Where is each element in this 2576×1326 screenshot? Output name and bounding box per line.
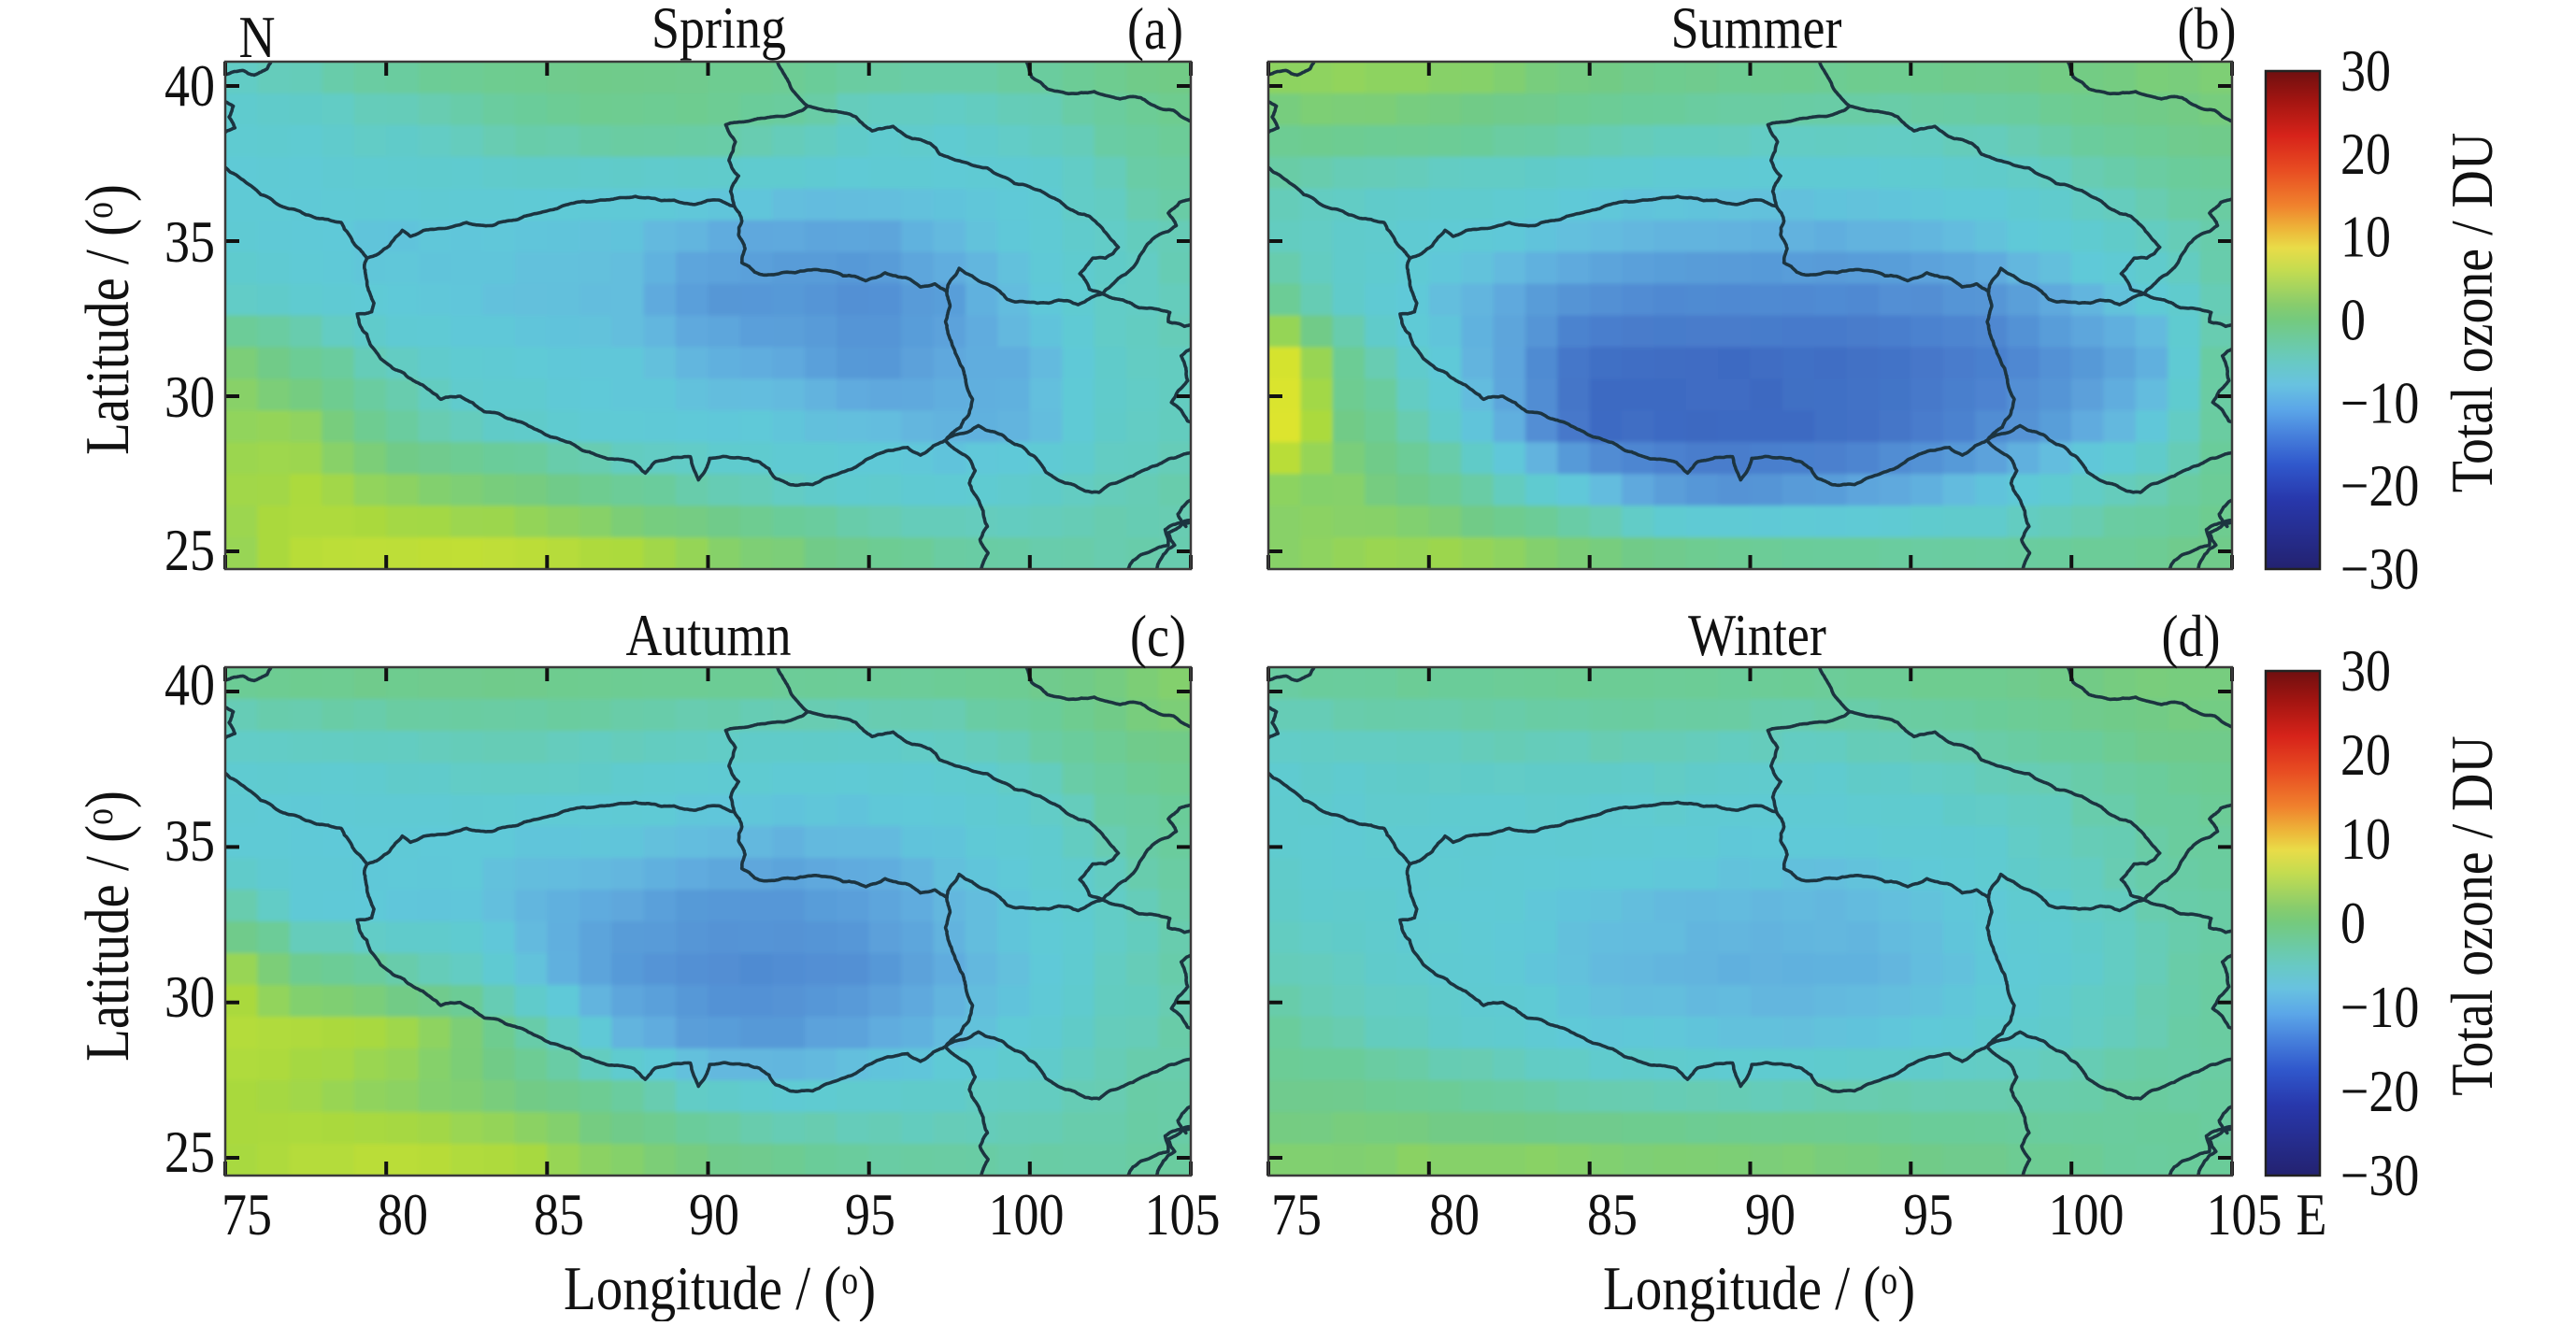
svg-text:30: 30 xyxy=(2340,637,2391,704)
svg-text:Summer: Summer xyxy=(1671,0,1842,61)
svg-text:Longitude / (o): Longitude / (o) xyxy=(1603,1255,1915,1321)
svg-text:25: 25 xyxy=(165,517,215,583)
svg-text:−20: −20 xyxy=(2340,452,2419,519)
svg-text:0: 0 xyxy=(2340,286,2366,352)
svg-text:95: 95 xyxy=(845,1181,895,1248)
svg-text:Total ozone / DU: Total ozone / DU xyxy=(2440,133,2505,493)
svg-text:0: 0 xyxy=(2340,890,2366,956)
svg-text:30: 30 xyxy=(165,963,215,1030)
svg-text:30: 30 xyxy=(2340,37,2391,104)
svg-text:−30: −30 xyxy=(2340,1142,2419,1208)
svg-text:35: 35 xyxy=(165,208,215,275)
svg-text:105: 105 xyxy=(1145,1181,1221,1248)
svg-text:25: 25 xyxy=(165,1119,215,1185)
svg-text:(d): (d) xyxy=(2162,603,2221,669)
svg-text:40: 40 xyxy=(165,52,215,119)
svg-text:10: 10 xyxy=(2340,806,2391,872)
svg-text:90: 90 xyxy=(1745,1181,1796,1248)
svg-text:(c): (c) xyxy=(1130,603,1186,669)
svg-text:105: 105 xyxy=(2207,1181,2283,1248)
svg-text:−10: −10 xyxy=(2340,369,2419,435)
svg-text:100: 100 xyxy=(2049,1181,2125,1248)
svg-text:80: 80 xyxy=(378,1181,428,1248)
svg-text:Autumn: Autumn xyxy=(626,602,792,668)
svg-text:E: E xyxy=(2297,1181,2327,1248)
svg-text:85: 85 xyxy=(534,1181,584,1248)
svg-text:(b): (b) xyxy=(2178,0,2237,62)
svg-text:Total ozone / DU: Total ozone / DU xyxy=(2440,735,2505,1096)
svg-text:20: 20 xyxy=(2340,121,2391,187)
svg-text:Latitude / (o): Latitude / (o) xyxy=(74,184,142,455)
svg-text:10: 10 xyxy=(2340,204,2391,270)
svg-text:90: 90 xyxy=(689,1181,739,1248)
svg-text:35: 35 xyxy=(165,807,215,874)
svg-text:20: 20 xyxy=(2340,721,2391,788)
svg-text:95: 95 xyxy=(1903,1181,1953,1248)
svg-text:−10: −10 xyxy=(2340,974,2419,1040)
svg-text:N: N xyxy=(239,4,276,70)
svg-text:Spring: Spring xyxy=(651,0,786,61)
svg-text:Latitude / (o): Latitude / (o) xyxy=(74,791,142,1062)
svg-text:−20: −20 xyxy=(2340,1058,2419,1124)
svg-text:−30: −30 xyxy=(2340,535,2419,602)
svg-text:75: 75 xyxy=(1271,1181,1322,1248)
svg-text:85: 85 xyxy=(1587,1181,1638,1248)
svg-text:Longitude / (o): Longitude / (o) xyxy=(564,1255,876,1321)
svg-text:100: 100 xyxy=(989,1181,1065,1248)
svg-text:80: 80 xyxy=(1429,1181,1480,1248)
svg-text:75: 75 xyxy=(222,1181,272,1248)
svg-text:(a): (a) xyxy=(1127,0,1183,62)
svg-text:30: 30 xyxy=(165,364,215,430)
svg-text:40: 40 xyxy=(165,651,215,718)
svg-text:Winter: Winter xyxy=(1688,602,1826,668)
